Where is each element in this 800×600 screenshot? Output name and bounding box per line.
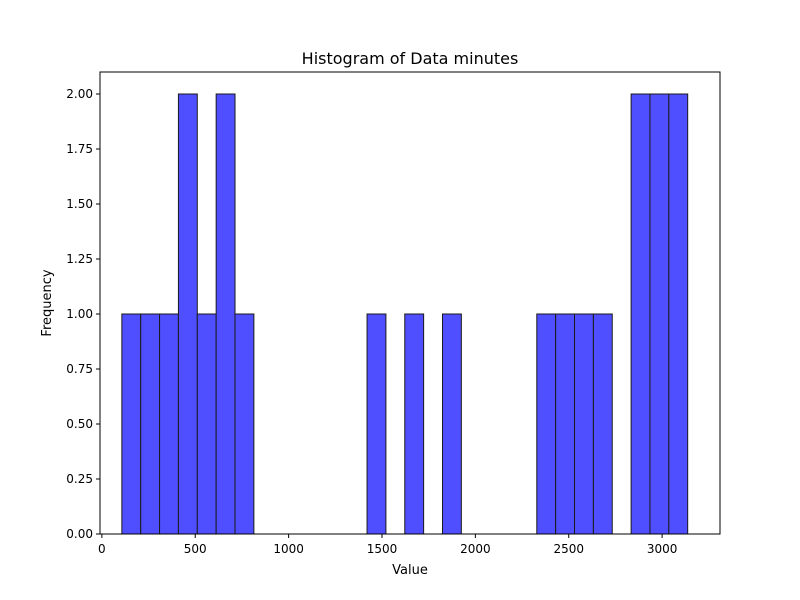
x-tick-label: 1500	[367, 542, 398, 556]
histogram-bar	[121, 313, 142, 535]
x-tick-label: 0	[98, 542, 106, 556]
plot-area-frame	[99, 71, 721, 535]
x-tick-label: 3000	[647, 542, 678, 556]
y-tick-label: 1.25	[66, 252, 93, 266]
histogram-bar	[536, 313, 557, 535]
y-axis-label: Frequency	[40, 269, 55, 336]
x-tick-label: 1000	[273, 542, 304, 556]
histogram-bar	[366, 313, 387, 535]
histogram-bar	[630, 93, 651, 535]
histogram-bar	[555, 313, 576, 535]
histogram-bar	[592, 313, 613, 535]
histogram-bar	[234, 313, 255, 535]
y-tick-label: 1.00	[66, 307, 93, 321]
histogram-bar	[215, 93, 236, 535]
y-tick-label: 1.75	[66, 142, 93, 156]
y-tick-label: 0.00	[66, 527, 93, 541]
histogram-bar	[441, 313, 462, 535]
y-tick-label: 0.75	[66, 362, 93, 376]
chart-title: Histogram of Data minutes	[302, 49, 519, 68]
bars-group	[121, 93, 689, 535]
histogram-bar	[404, 313, 425, 535]
histogram-bar	[196, 313, 217, 535]
y-axis: 0.00 0.25 0.50 0.75 1.00 1.25 1.50 1.75 2.00	[66, 87, 100, 541]
y-tick-label: 1.50	[66, 197, 93, 211]
y-tick-label: 0.25	[66, 472, 93, 486]
y-tick-label: 2.00	[66, 87, 93, 101]
histogram-bar	[159, 313, 179, 535]
x-tick-label: 500	[184, 542, 207, 556]
histogram-bar	[649, 93, 670, 535]
histogram-bar	[668, 93, 689, 535]
x-tick-label: 2500	[553, 542, 584, 556]
histogram-bar	[574, 313, 594, 535]
y-tick-label: 0.50	[66, 417, 93, 431]
histogram-bar	[140, 313, 161, 535]
x-tick-label: 2000	[460, 542, 491, 556]
histogram-bar	[177, 93, 198, 535]
x-axis-label: Value	[392, 563, 428, 578]
x-axis: 0 500 1000 1500 2000 2500 3000	[98, 534, 677, 556]
